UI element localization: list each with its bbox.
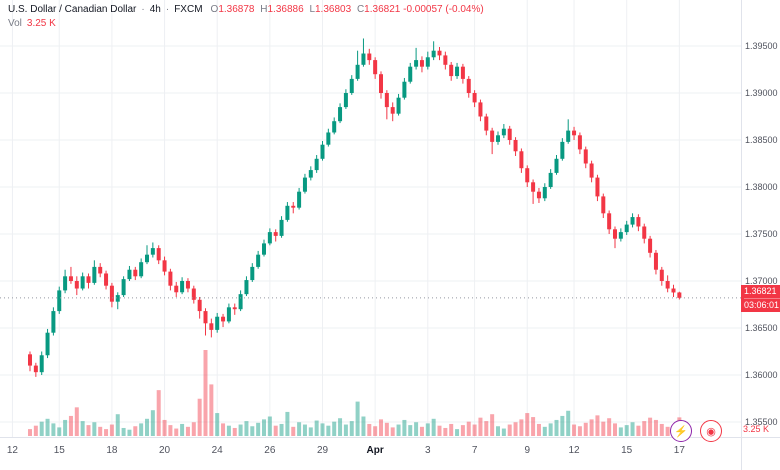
svg-text:3: 3 (425, 445, 431, 456)
svg-text:24: 24 (212, 445, 224, 456)
high-label: H (260, 4, 268, 15)
change-value: -0.00057 (-0.04%) (403, 4, 484, 15)
last-price-badge: 1.36821 03:06:01 (741, 284, 780, 312)
exchange-label[interactable]: FXCM (174, 4, 203, 15)
svg-text:29: 29 (317, 445, 329, 456)
lightning-icon: ⚡ (674, 425, 688, 438)
svg-text:1.37000: 1.37000 (745, 276, 778, 286)
svg-text:1.37500: 1.37500 (745, 229, 778, 239)
open-label: O (210, 4, 219, 15)
interval-label[interactable]: 4h (149, 4, 161, 15)
legend-symbol-row: U.S. Dollar / Canadian Dollar · 4h · FXC… (8, 3, 484, 17)
svg-text:18: 18 (106, 445, 118, 456)
last-price-label: 1.36821 (744, 285, 777, 296)
svg-text:1.38000: 1.38000 (745, 182, 778, 192)
svg-text:20: 20 (159, 445, 171, 456)
close-value: 1.36821 (364, 4, 401, 15)
chart-legend: U.S. Dollar / Canadian Dollar · 4h · FXC… (8, 3, 484, 31)
legend-separator: · (141, 4, 145, 15)
svg-text:15: 15 (621, 445, 633, 456)
volume-axis-value: 3.25 K (743, 424, 770, 434)
high-value: 1.36886 (267, 4, 304, 15)
legend-separator: · (165, 4, 170, 15)
svg-text:1.39000: 1.39000 (745, 88, 778, 98)
legend-volume-row: Vol 3.25 K (8, 17, 484, 31)
floating-buttons: ⚡ ◉ (670, 420, 722, 442)
svg-text:15: 15 (54, 445, 66, 456)
svg-text:1.36000: 1.36000 (745, 370, 778, 380)
svg-text:12: 12 (7, 445, 19, 456)
svg-text:1.38500: 1.38500 (745, 135, 778, 145)
volume-value: 3.25 K (26, 18, 56, 29)
ohlc-readout: O1.36878 H1.36886 L1.36803 C1.36821 -0.0… (208, 3, 484, 17)
low-value: 1.36803 (315, 4, 352, 15)
svg-text:Apr: Apr (367, 445, 384, 456)
record-button[interactable]: ◉ (700, 420, 722, 442)
low-label: L (309, 4, 315, 15)
svg-text:1.39500: 1.39500 (745, 41, 778, 51)
open-value: 1.36878 (218, 4, 255, 15)
volume-label: Vol (8, 18, 22, 29)
lightning-button[interactable]: ⚡ (670, 420, 692, 442)
svg-text:1.35500: 1.35500 (745, 417, 778, 427)
svg-text:7: 7 (472, 445, 478, 456)
svg-text:9: 9 (524, 445, 530, 456)
svg-text:17: 17 (674, 445, 686, 456)
svg-text:1.36500: 1.36500 (745, 323, 778, 333)
close-label: C (356, 4, 365, 15)
bar-countdown-label: 03:06:01 (744, 297, 780, 310)
symbol-title[interactable]: U.S. Dollar / Canadian Dollar (8, 4, 137, 15)
svg-text:12: 12 (568, 445, 580, 456)
record-icon: ◉ (706, 425, 716, 438)
svg-text:26: 26 (264, 445, 276, 456)
